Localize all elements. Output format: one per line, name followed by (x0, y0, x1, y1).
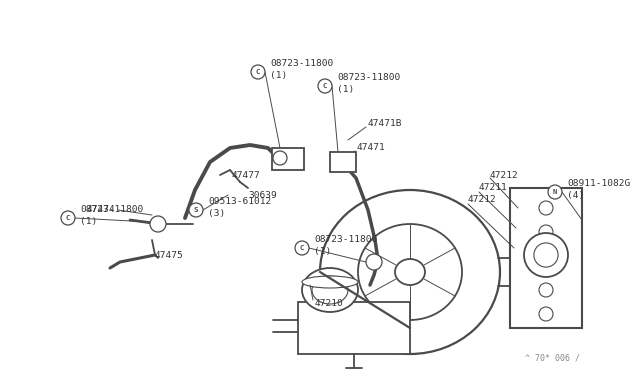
Text: 08911-1082G: 08911-1082G (567, 179, 630, 188)
Text: 47210: 47210 (315, 298, 344, 308)
Text: C: C (323, 83, 327, 90)
Text: C: C (256, 70, 260, 76)
Bar (272, 148, 304, 170)
Ellipse shape (358, 224, 462, 320)
Text: 47212: 47212 (468, 196, 497, 205)
Text: (1): (1) (337, 85, 355, 94)
Text: 47475: 47475 (155, 251, 184, 260)
Text: 08723-11800: 08723-11800 (337, 73, 400, 82)
Bar (330, 152, 356, 172)
Ellipse shape (312, 276, 348, 304)
Circle shape (318, 79, 332, 93)
Text: 47471B: 47471B (368, 119, 403, 128)
Circle shape (539, 283, 553, 297)
Text: (4): (4) (567, 191, 584, 200)
Circle shape (524, 233, 568, 277)
Circle shape (273, 151, 287, 165)
Ellipse shape (395, 259, 425, 285)
Text: 47212: 47212 (490, 170, 519, 180)
Ellipse shape (302, 268, 358, 312)
Text: 47211: 47211 (479, 183, 508, 192)
Text: 47471: 47471 (357, 144, 386, 153)
Ellipse shape (320, 190, 500, 354)
Circle shape (295, 241, 309, 255)
Text: 08723-11800: 08723-11800 (314, 235, 377, 244)
Bar (298, 302, 410, 354)
Circle shape (539, 307, 553, 321)
Text: 08723-11800: 08723-11800 (80, 205, 143, 214)
Ellipse shape (302, 276, 358, 288)
Circle shape (539, 201, 553, 215)
Text: (3): (3) (208, 209, 225, 218)
Text: 47477: 47477 (232, 170, 260, 180)
Circle shape (150, 216, 166, 232)
Text: (1): (1) (270, 71, 287, 80)
Circle shape (189, 203, 203, 217)
Text: ^ 70* 006 /: ^ 70* 006 / (525, 353, 580, 362)
Circle shape (366, 254, 382, 270)
Circle shape (61, 211, 75, 225)
Text: (1): (1) (314, 247, 332, 256)
Text: C: C (66, 215, 70, 221)
Circle shape (539, 225, 553, 239)
Text: S: S (194, 208, 198, 214)
Circle shape (534, 243, 558, 267)
Text: 47474: 47474 (86, 205, 115, 215)
Circle shape (548, 185, 562, 199)
Text: 08723-11800: 08723-11800 (270, 59, 333, 68)
Text: 09513-61012: 09513-61012 (208, 197, 271, 206)
Text: N: N (553, 189, 557, 196)
Text: C: C (300, 246, 304, 251)
Text: (1): (1) (80, 217, 97, 226)
Circle shape (251, 65, 265, 79)
Bar (510, 188, 582, 328)
Text: 30639: 30639 (248, 192, 276, 201)
